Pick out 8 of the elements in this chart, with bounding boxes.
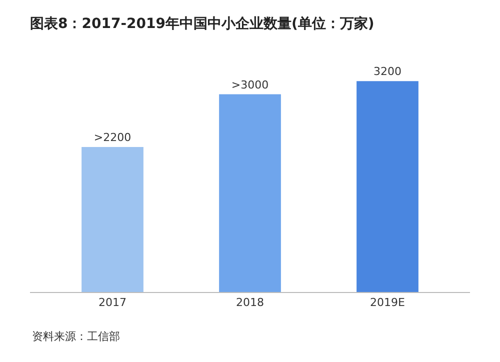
x-tick-label: 2018: [236, 296, 264, 310]
data-label: 3200: [374, 65, 402, 78]
text: 资料来源：工信部: [32, 330, 120, 343]
x-tick-label: 2017: [98, 296, 126, 310]
data-label: >3000: [231, 78, 269, 92]
chart-title: 图表8：2017-2019年中国中小企业数量(单位：万家): [30, 14, 374, 32]
data-label: >2200: [94, 131, 132, 144]
x-tick-label: 2019E: [370, 296, 406, 310]
